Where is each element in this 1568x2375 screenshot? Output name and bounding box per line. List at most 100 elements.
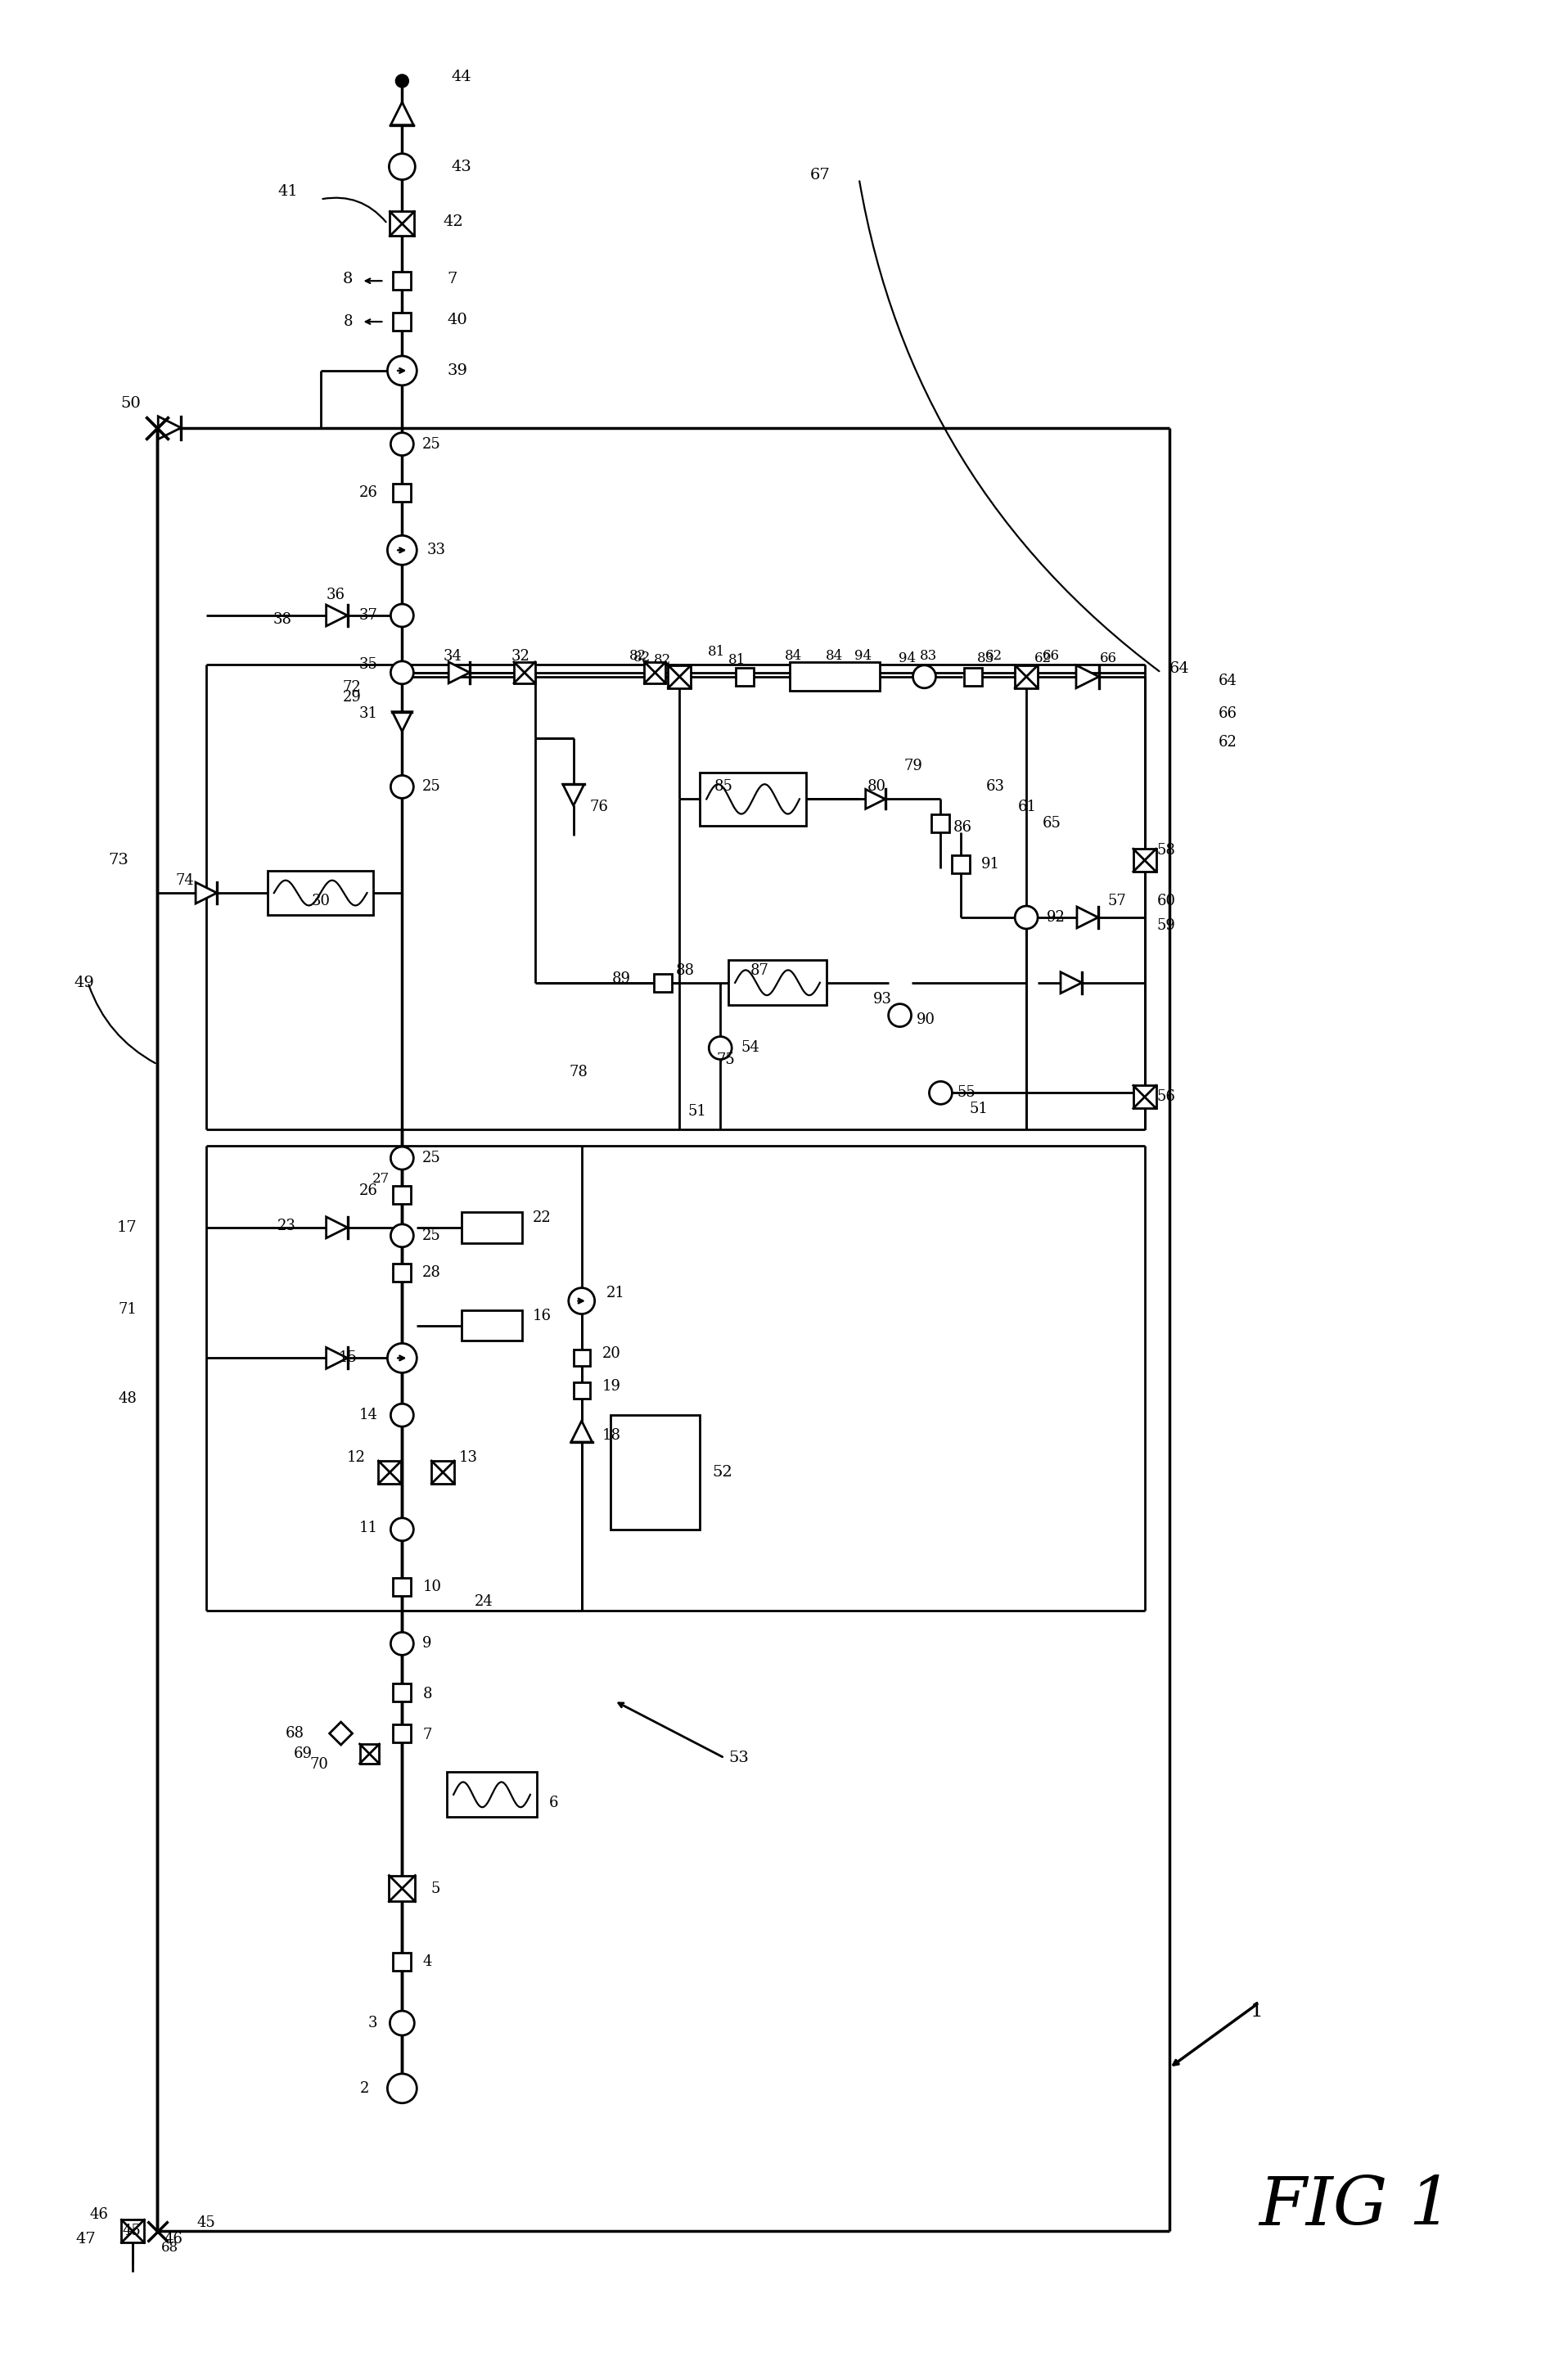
Bar (121, 2221, 144, 2242)
Text: 11: 11 (359, 1520, 378, 1534)
Text: 50: 50 (121, 397, 141, 411)
Text: 82: 82 (629, 648, 648, 663)
Text: 82: 82 (633, 651, 651, 665)
Text: 44: 44 (452, 69, 472, 83)
Bar (1134, 1085, 1156, 1109)
Text: 59: 59 (1157, 919, 1176, 933)
Text: 6: 6 (549, 1795, 558, 1810)
Text: 66: 66 (1218, 705, 1237, 720)
Text: 57: 57 (1109, 893, 1126, 910)
Bar (668, 665, 691, 689)
Text: 83: 83 (977, 651, 994, 665)
Circle shape (390, 1147, 414, 1168)
Text: 26: 26 (359, 487, 378, 501)
Text: 94: 94 (898, 651, 916, 665)
Text: 69: 69 (293, 1746, 312, 1762)
Text: 1: 1 (1251, 2002, 1264, 2021)
Text: 3: 3 (368, 2016, 378, 2031)
Bar (394, 1185, 411, 1204)
Polygon shape (866, 789, 886, 810)
Circle shape (390, 1404, 414, 1427)
Circle shape (389, 154, 416, 180)
Bar (359, 1743, 379, 1765)
Bar (735, 667, 754, 686)
Circle shape (390, 1223, 414, 1247)
Text: 94: 94 (855, 648, 872, 663)
Bar (394, 271, 411, 290)
Text: 67: 67 (811, 169, 831, 183)
Text: 87: 87 (751, 964, 770, 978)
Text: 66: 66 (1043, 648, 1060, 663)
Bar (394, 1264, 411, 1283)
Text: 52: 52 (712, 1465, 732, 1480)
Text: 93: 93 (873, 993, 892, 1007)
Text: 33: 33 (426, 544, 445, 558)
Text: 89: 89 (612, 971, 630, 986)
Circle shape (395, 74, 409, 88)
Text: 9: 9 (422, 1636, 431, 1651)
Text: 5: 5 (431, 1881, 441, 1895)
Text: 79: 79 (903, 760, 922, 774)
Circle shape (1014, 905, 1038, 929)
Text: 15: 15 (339, 1351, 358, 1366)
Text: 66: 66 (1099, 651, 1116, 665)
Text: 7: 7 (447, 271, 458, 287)
Text: 80: 80 (867, 779, 886, 793)
Text: 51: 51 (969, 1102, 988, 1116)
Polygon shape (196, 881, 216, 902)
Text: 35: 35 (359, 658, 378, 672)
Bar (394, 1952, 411, 1971)
Text: 83: 83 (920, 648, 938, 663)
Text: 65: 65 (1043, 817, 1062, 831)
Text: 55: 55 (956, 1085, 975, 1100)
Text: 71: 71 (118, 1302, 136, 1316)
Circle shape (390, 603, 414, 627)
Text: 31: 31 (359, 705, 378, 720)
Text: 41: 41 (278, 183, 298, 200)
Bar (390, 211, 414, 235)
Circle shape (930, 1081, 952, 1104)
Text: 49: 49 (74, 976, 94, 990)
Text: 64: 64 (1170, 660, 1190, 677)
Text: 39: 39 (447, 363, 467, 378)
Bar (1134, 848, 1156, 872)
Text: 90: 90 (916, 1012, 935, 1026)
Text: 46: 46 (165, 2232, 183, 2247)
Bar (394, 1684, 411, 1700)
Polygon shape (392, 712, 412, 732)
Text: 14: 14 (359, 1408, 378, 1423)
Text: 19: 19 (602, 1380, 621, 1394)
Text: 24: 24 (475, 1594, 492, 1608)
Bar (644, 663, 666, 684)
Text: 40: 40 (447, 314, 467, 328)
Text: 81: 81 (728, 653, 745, 667)
Text: 23: 23 (278, 1218, 296, 1233)
Text: 48: 48 (118, 1392, 136, 1406)
Circle shape (709, 1036, 732, 1059)
Text: 27: 27 (373, 1171, 390, 1185)
Text: 54: 54 (740, 1040, 759, 1054)
Polygon shape (326, 1347, 348, 1368)
Text: 8: 8 (343, 314, 353, 330)
Circle shape (390, 1632, 414, 1655)
Polygon shape (158, 416, 180, 439)
Bar (394, 314, 411, 330)
Bar (654, 974, 673, 993)
Text: 70: 70 (310, 1758, 329, 1772)
Polygon shape (1076, 665, 1099, 689)
Text: 86: 86 (953, 819, 972, 836)
Bar (610, 1416, 699, 1530)
Text: 21: 21 (607, 1285, 624, 1299)
Polygon shape (563, 784, 585, 805)
Text: 43: 43 (452, 159, 472, 173)
Text: 78: 78 (569, 1064, 588, 1081)
Circle shape (387, 356, 417, 385)
Text: 12: 12 (347, 1451, 365, 1465)
Text: 10: 10 (422, 1579, 441, 1594)
Text: 76: 76 (590, 800, 608, 815)
Polygon shape (326, 1216, 348, 1237)
Text: 34: 34 (442, 648, 461, 663)
Bar (931, 815, 950, 834)
Text: 58: 58 (1157, 843, 1176, 857)
Bar (729, 960, 826, 1005)
